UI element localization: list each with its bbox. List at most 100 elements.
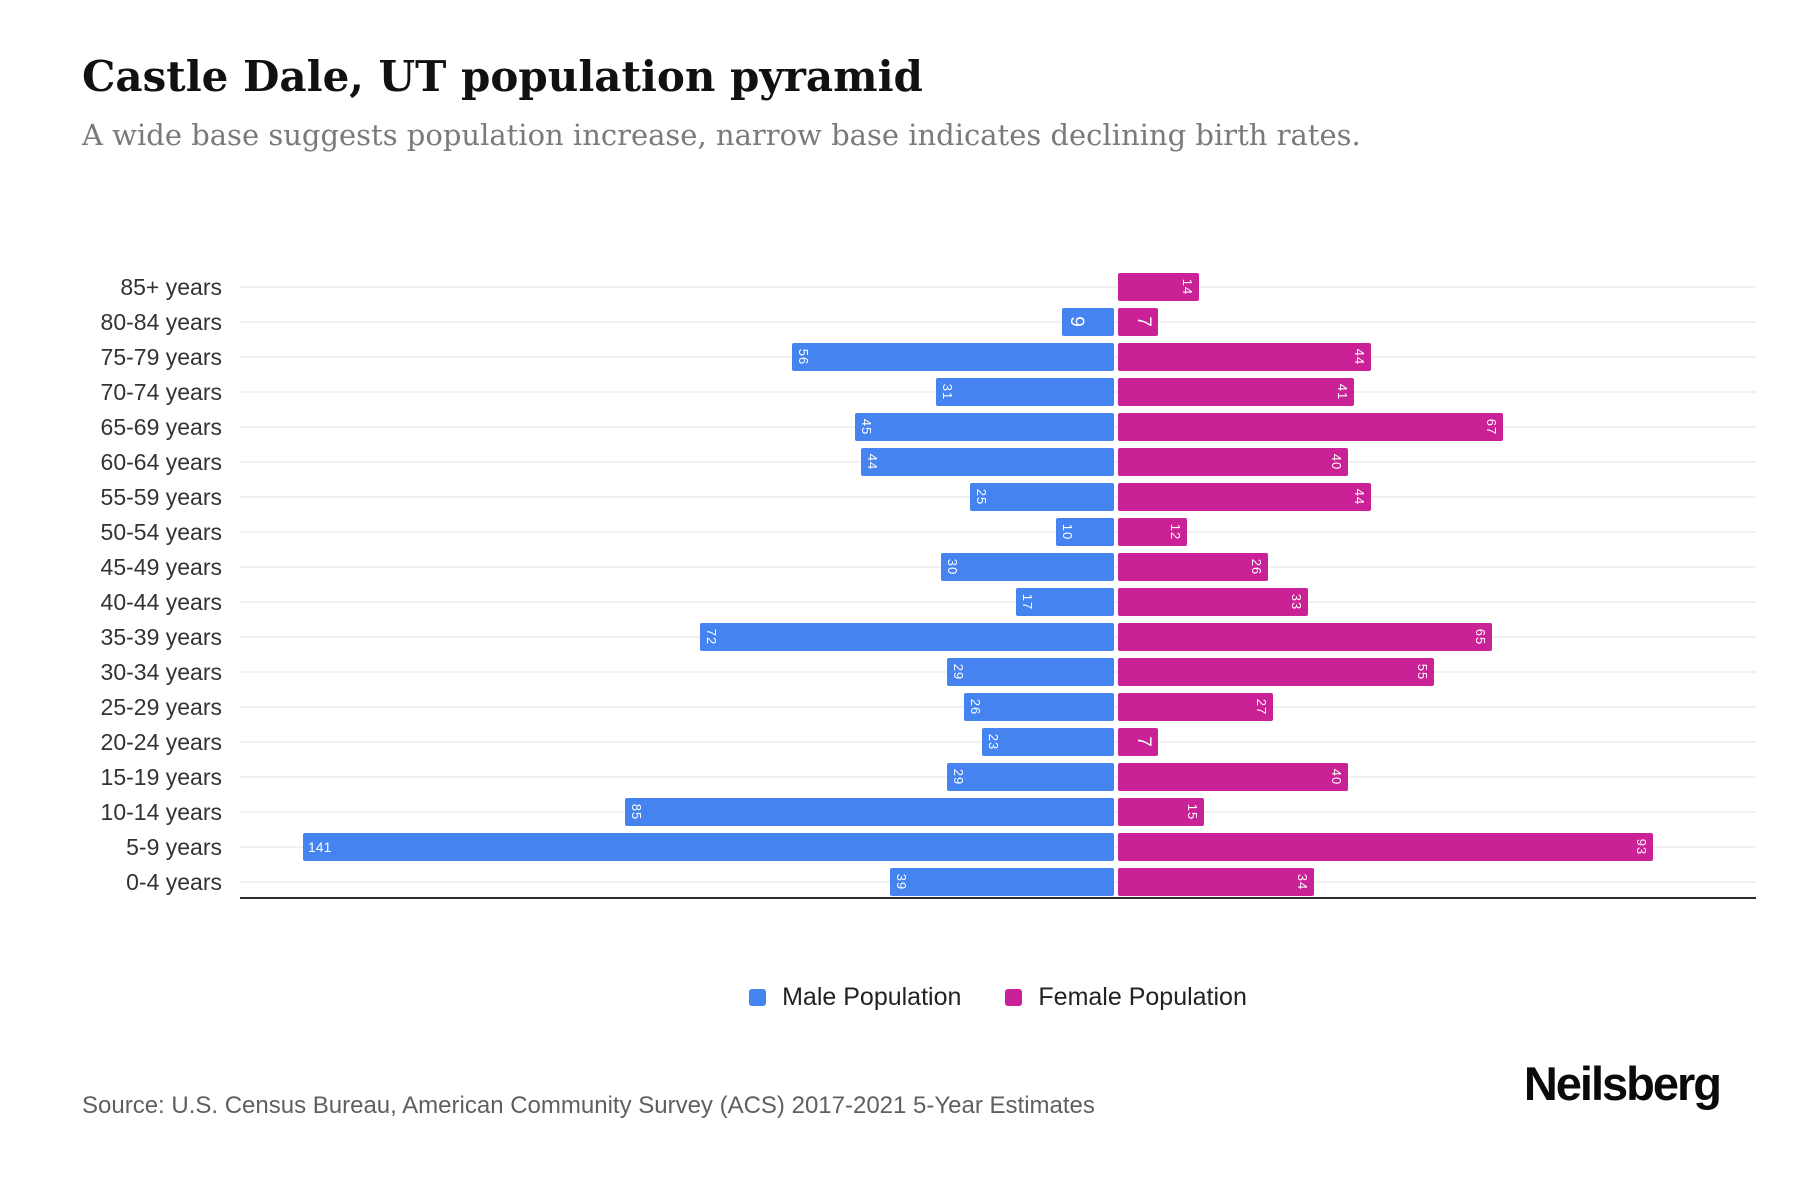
age-group-label: 20-24 years [100,729,222,755]
bar-value-label: 7 [1133,316,1154,328]
source-attribution: Source: U.S. Census Bureau, American Com… [82,1092,1095,1119]
female-bar[interactable]: 67 [1118,413,1503,441]
bar-value-label: 56 [796,348,811,366]
female-bar[interactable]: 55 [1118,658,1434,686]
age-group-label: 55-59 years [100,484,222,510]
female-bar[interactable]: 15 [1118,798,1204,826]
age-group-label: 50-54 years [100,519,222,545]
male-bar[interactable]: 25 [970,483,1114,511]
male-bar[interactable]: 29 [947,763,1114,791]
female-bar[interactable]: 40 [1118,763,1348,791]
female-bar[interactable]: 33 [1118,588,1308,616]
female-bar[interactable]: 7 [1118,308,1158,336]
bar-value-label: 30 [945,558,960,576]
female-bar[interactable]: 40 [1118,448,1348,476]
bar-value-label: 93 [1634,838,1649,856]
legend-item-male[interactable]: Male Population [749,983,961,1012]
age-group-label: 45-49 years [100,554,222,580]
gridline [240,531,1756,533]
gridline [240,321,1756,323]
bar-value-label: 67 [1484,418,1499,436]
bar-value-label: 33 [1289,593,1304,611]
male-bar[interactable]: 17 [1016,588,1114,616]
age-group-label: 10-14 years [100,799,222,825]
bar-value-label: 72 [704,628,719,646]
bar-value-label: 44 [1352,348,1367,366]
male-bar[interactable]: 23 [982,728,1114,756]
male-bar[interactable]: 141 [303,833,1114,861]
female-bar[interactable]: 27 [1118,693,1273,721]
age-group-label: 70-74 years [100,379,222,405]
female-bar[interactable]: 44 [1118,483,1371,511]
bar-value-label: 45 [859,418,874,436]
legend-label-female: Female Population [1038,983,1247,1011]
bar-value-label: 55 [1415,663,1430,681]
male-bar[interactable]: 9 [1062,308,1114,336]
bar-value-label: 14 [1180,278,1195,296]
male-bar[interactable]: 39 [890,868,1114,896]
male-bar[interactable]: 29 [947,658,1114,686]
bar-value-label: 29 [951,663,966,681]
bar-value-label: 41 [1335,383,1350,401]
age-group-label: 75-79 years [100,344,222,370]
bar-value-label: 26 [968,698,983,716]
female-bar[interactable]: 7 [1118,728,1158,756]
female-bar[interactable]: 44 [1118,343,1371,371]
bar-value-label: 23 [986,733,1001,751]
age-group-label: 80-84 years [100,309,222,335]
age-group-label: 0-4 years [126,869,222,895]
gridline [240,601,1756,603]
bar-value-label: 85 [629,803,644,821]
age-group-label: 15-19 years [100,764,222,790]
age-group-label: 85+ years [120,274,222,300]
male-bar[interactable]: 26 [964,693,1114,721]
female-bar[interactable]: 41 [1118,378,1354,406]
x-axis-line [240,897,1756,899]
bar-value-label: 40 [1329,768,1344,786]
legend-item-female[interactable]: Female Population [1005,983,1247,1012]
legend-label-male: Male Population [782,983,962,1011]
bar-value-label: 15 [1185,803,1200,821]
bar-value-label: 25 [974,488,989,506]
bar-value-label: 12 [1168,523,1183,541]
female-bar[interactable]: 65 [1118,623,1492,651]
chart-legend: Male Population Female Population [240,983,1756,1012]
bar-value-label: 141 [308,839,332,855]
page-subtitle: A wide base suggests population increase… [82,118,1361,152]
female-bar[interactable]: 93 [1118,833,1653,861]
age-group-label: 30-34 years [100,659,222,685]
male-bar[interactable]: 44 [861,448,1114,476]
male-bar[interactable]: 10 [1056,518,1114,546]
bar-value-label: 7 [1133,736,1154,748]
bar-value-label: 40 [1329,453,1344,471]
bar-value-label: 26 [1249,558,1264,576]
age-group-label: 25-29 years [100,694,222,720]
age-group-label: 60-64 years [100,449,222,475]
gridline [240,286,1756,288]
age-group-label: 65-69 years [100,414,222,440]
female-bar[interactable]: 12 [1118,518,1187,546]
female-bar[interactable]: 26 [1118,553,1268,581]
male-bar[interactable]: 45 [855,413,1114,441]
female-bar[interactable]: 14 [1118,273,1199,301]
male-bar[interactable]: 85 [625,798,1114,826]
page-title: Castle Dale, UT population pyramid [82,52,923,101]
male-bar[interactable]: 31 [936,378,1114,406]
bar-value-label: 29 [951,768,966,786]
female-bar[interactable]: 34 [1118,868,1314,896]
age-group-label: 35-39 years [100,624,222,650]
male-bar[interactable]: 72 [700,623,1114,651]
male-bar[interactable]: 30 [941,553,1114,581]
bar-value-label: 44 [1352,488,1367,506]
neilsberg-logo: Neilsberg [1523,1057,1722,1110]
bar-value-label: 10 [1060,523,1075,541]
male-swatch-icon [749,989,767,1006]
bar-value-label: 39 [894,873,909,891]
age-group-label: 5-9 years [126,834,222,860]
bar-value-label: 27 [1254,698,1269,716]
age-group-label: 40-44 years [100,589,222,615]
male-bar[interactable]: 56 [792,343,1114,371]
bar-value-label: 9 [1066,316,1087,328]
bar-value-label: 34 [1295,873,1310,891]
